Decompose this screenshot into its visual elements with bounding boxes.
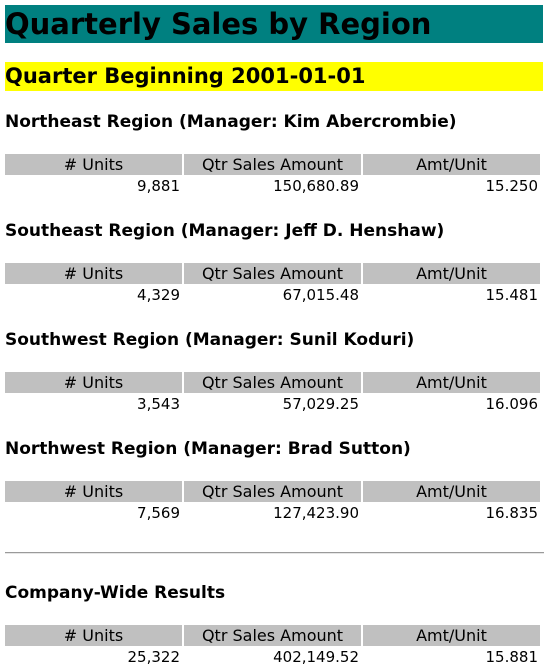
amount-cell: 57,029.25	[282, 395, 359, 413]
region-table-southeast: # Units Qtr Sales Amount Amt/Unit 4,329 …	[3, 263, 542, 306]
region-heading-southeast: Southeast Region (Manager: Jeff D. Hensh…	[5, 221, 445, 241]
table-header-row: # Units Qtr Sales Amount Amt/Unit	[5, 263, 540, 284]
per-unit-cell: 16.835	[485, 504, 539, 522]
column-header-units: # Units	[5, 154, 182, 175]
region-table-northwest: # Units Qtr Sales Amount Amt/Unit 7,569 …	[3, 481, 542, 524]
amount-cell: 150,680.89	[273, 177, 359, 195]
column-header-per-unit: Amt/Unit	[363, 154, 540, 175]
table-row: 4,329 67,015.48 15.481	[5, 284, 540, 306]
column-header-units: # Units	[5, 625, 182, 646]
column-header-units: # Units	[5, 263, 182, 284]
company-results-table: # Units Qtr Sales Amount Amt/Unit 25,322…	[3, 625, 542, 668]
table-header-row: # Units Qtr Sales Amount Amt/Unit	[5, 372, 540, 393]
column-header-amount: Qtr Sales Amount	[184, 625, 361, 646]
region-heading-northwest: Northwest Region (Manager: Brad Sutton)	[5, 439, 411, 459]
per-unit-cell: 15.250	[485, 177, 539, 195]
column-header-per-unit: Amt/Unit	[363, 625, 540, 646]
units-cell: 7,569	[137, 504, 180, 522]
units-cell: 3,543	[137, 395, 180, 413]
per-unit-cell: 16.096	[485, 395, 539, 413]
region-table-southwest: # Units Qtr Sales Amount Amt/Unit 3,543 …	[3, 372, 542, 415]
column-header-per-unit: Amt/Unit	[363, 481, 540, 502]
units-cell: 4,329	[137, 286, 180, 304]
amount-cell: 127,423.90	[273, 504, 359, 522]
table-header-row: # Units Qtr Sales Amount Amt/Unit	[5, 154, 540, 175]
table-row: 9,881 150,680.89 15.250	[5, 175, 540, 197]
region-table-northeast: # Units Qtr Sales Amount Amt/Unit 9,881 …	[3, 154, 542, 197]
column-header-per-unit: Amt/Unit	[363, 263, 540, 284]
table-row: 25,322 402,149.52 15.881	[5, 646, 540, 668]
units-cell: 25,322	[127, 648, 181, 666]
region-heading-southwest: Southwest Region (Manager: Sunil Koduri)	[5, 330, 415, 350]
column-header-per-unit: Amt/Unit	[363, 372, 540, 393]
company-results-heading: Company-Wide Results	[5, 583, 226, 603]
section-divider	[5, 552, 544, 554]
column-header-units: # Units	[5, 481, 182, 502]
region-heading-northeast: Northeast Region (Manager: Kim Abercromb…	[5, 112, 457, 132]
column-header-units: # Units	[5, 372, 182, 393]
column-header-amount: Qtr Sales Amount	[184, 154, 361, 175]
table-header-row: # Units Qtr Sales Amount Amt/Unit	[5, 481, 540, 502]
column-header-amount: Qtr Sales Amount	[184, 481, 361, 502]
amount-cell: 402,149.52	[273, 648, 359, 666]
table-header-row: # Units Qtr Sales Amount Amt/Unit	[5, 625, 540, 646]
column-header-amount: Qtr Sales Amount	[184, 263, 361, 284]
per-unit-cell: 15.481	[485, 286, 539, 304]
report-title: Quarterly Sales by Region	[5, 5, 543, 43]
units-cell: 9,881	[137, 177, 180, 195]
table-row: 7,569 127,423.90 16.835	[5, 502, 540, 524]
column-header-amount: Qtr Sales Amount	[184, 372, 361, 393]
table-row: 3,543 57,029.25 16.096	[5, 393, 540, 415]
quarter-heading: Quarter Beginning 2001-01-01	[5, 62, 543, 91]
amount-cell: 67,015.48	[282, 286, 359, 304]
per-unit-cell: 15.881	[485, 648, 539, 666]
